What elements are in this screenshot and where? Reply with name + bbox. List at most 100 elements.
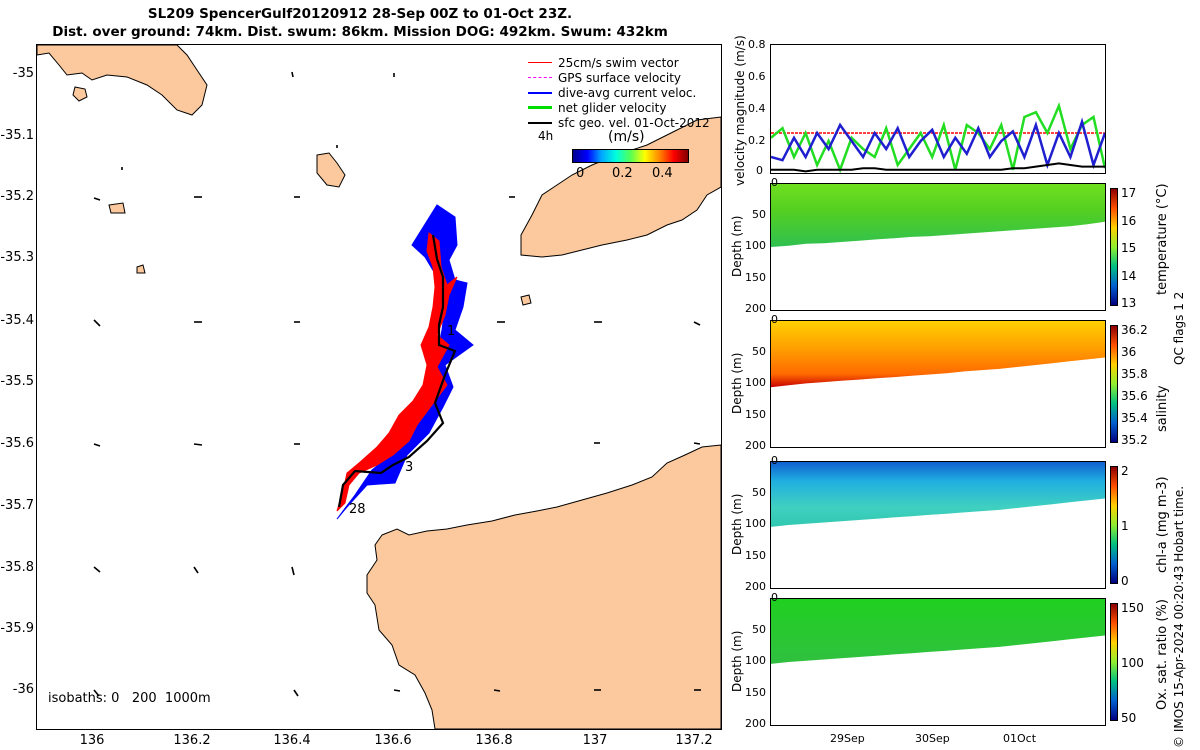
- legend-item-swim: 25cm/s swim vector: [528, 55, 718, 70]
- heatmap-section: [771, 184, 1105, 247]
- depth-ytick: 100: [745, 239, 766, 252]
- depth-ytick: 0: [771, 313, 778, 326]
- vel-ytick: 0: [756, 164, 763, 177]
- heatmap-section: [771, 462, 1105, 527]
- map-xtick: 137: [582, 733, 608, 748]
- map-panel: 1 3 28: [36, 44, 722, 730]
- colorbar-tick: 0: [1121, 574, 1129, 588]
- colorbar-tick: 17: [1121, 186, 1137, 200]
- map-colorbar-tick: 0: [576, 166, 585, 181]
- island-a: [72, 86, 88, 102]
- sfc-velocity-arrows: [93, 71, 701, 697]
- map-ytick: -35.9: [0, 621, 34, 636]
- legend-swatch-blue: [528, 91, 552, 94]
- island-e: [520, 294, 532, 306]
- land-upper-left: [37, 45, 208, 116]
- heatmap-svg: [771, 321, 1105, 388]
- depth-ytick: 100: [745, 517, 766, 530]
- map-ytick: -35.1: [0, 128, 34, 143]
- colorbar-tick: 35.8: [1121, 367, 1148, 381]
- legend-swatch-black: [528, 121, 552, 124]
- island-d: [136, 264, 146, 274]
- track-label-1: 1: [447, 324, 455, 339]
- depth-ytick: 150: [745, 270, 766, 284]
- vel-ylabel: velocity magnitude (m/s): [733, 35, 747, 186]
- map-ytick: -35.8: [0, 560, 34, 575]
- depth-ylabel: Depth (m): [730, 215, 744, 277]
- colorbar-tick: 2: [1121, 464, 1129, 478]
- track-net-line: [337, 234, 457, 508]
- map-xtick: 136: [79, 733, 105, 748]
- depth-ytick: 0: [771, 454, 778, 467]
- vel-ytick: 0.4: [748, 102, 766, 115]
- colorbar: [1110, 325, 1118, 443]
- map-xtick: 136.6: [374, 733, 412, 748]
- colorbar-tick: 36.2: [1121, 323, 1148, 337]
- heatmap-panel-2: [770, 461, 1106, 589]
- map-colorbar-tick: 0.4: [652, 166, 673, 181]
- depth-ytick: 100: [745, 376, 766, 389]
- depth-ytick: 50: [752, 207, 766, 221]
- heatmap-section: [771, 599, 1105, 664]
- colorbar-tick: 13: [1121, 296, 1137, 310]
- colorbar: [1110, 466, 1118, 584]
- colorbar-label: temperature (°C): [1155, 183, 1170, 295]
- velocity-chart: [770, 44, 1106, 174]
- map-ytick: -35.6: [0, 436, 34, 451]
- vel-ytick: 0.2: [748, 134, 766, 147]
- track-swim-vectors: [336, 232, 458, 512]
- footer-qc: QC flags 1 2: [1172, 291, 1186, 365]
- map-ytick: -35.7: [0, 498, 34, 513]
- track-label-28: 28: [349, 502, 366, 517]
- depth-ytick: 0: [771, 591, 778, 604]
- figure-title-line2: Dist. over ground: 74km. Dist. swum: 86k…: [52, 24, 668, 40]
- xtick-30sep: 30Sep: [915, 732, 950, 745]
- colorbar-tick: 50: [1121, 711, 1137, 725]
- colorbar-label: chl-a (mg m-3): [1155, 476, 1170, 573]
- depth-ytick: 50: [752, 622, 766, 636]
- colorbar-tick: 36: [1121, 345, 1137, 359]
- map-xtick: 136.2: [173, 733, 211, 748]
- colorbar-tick: 35.4: [1121, 411, 1148, 425]
- colorbar-tick: 15: [1121, 241, 1137, 255]
- map-colorbar: [572, 149, 689, 163]
- colorbar-tick: 1: [1121, 519, 1129, 533]
- xtick-01oct: 01Oct: [1003, 732, 1037, 745]
- colorbar-tick: 35.2: [1121, 433, 1148, 447]
- legend-label: 25cm/s swim vector: [558, 55, 679, 70]
- map-legend: 25cm/s swim vector GPS surface velocity …: [528, 55, 718, 130]
- map-ytick: -35.4: [0, 313, 34, 328]
- depth-ytick: 100: [745, 654, 766, 667]
- heatmap-panel-0: [770, 183, 1106, 311]
- legend-item-gps: GPS surface velocity: [528, 70, 718, 85]
- depth-ytick: 200: [745, 580, 766, 593]
- depth-ytick: 0: [771, 176, 778, 189]
- heatmap-svg: [771, 599, 1105, 664]
- colorbar-label: Ox. sat. ratio (%): [1155, 599, 1170, 710]
- colorbar: [1110, 603, 1118, 721]
- legend-4h: 4h: [538, 129, 554, 143]
- heatmap-panel-3: [770, 598, 1106, 726]
- vel-ytick: 0.6: [748, 70, 766, 83]
- map-xtick: 136.4: [273, 733, 311, 748]
- xtick-29sep: 29Sep: [830, 732, 865, 745]
- footer-copyright: © IMOS 15-Apr-2024 00:20:43 Hobart time.: [1172, 485, 1186, 748]
- depth-ytick: 200: [745, 717, 766, 730]
- legend-label: net glider velocity: [558, 100, 667, 115]
- depth-ylabel: Depth (m): [730, 493, 744, 555]
- map-ytick: -35: [12, 66, 34, 81]
- colorbar-label: salinity: [1155, 385, 1170, 432]
- heatmap-svg: [771, 184, 1105, 247]
- colorbar-tick: 35.6: [1121, 389, 1148, 403]
- legend-item-net: net glider velocity: [528, 100, 718, 115]
- map-xtick: 137.2: [675, 733, 713, 748]
- depth-ylabel: Depth (m): [730, 630, 744, 692]
- depth-ylabel: Depth (m): [730, 352, 744, 414]
- legend-swatch-magenta: [528, 77, 552, 78]
- depth-ytick: 150: [745, 407, 766, 421]
- legend-label: GPS surface velocity: [558, 70, 682, 85]
- depth-ytick: 150: [745, 685, 766, 699]
- map-colorbar-title: (m/s): [608, 129, 645, 145]
- heatmap-panel-1: [770, 320, 1106, 448]
- island-c: [108, 202, 126, 214]
